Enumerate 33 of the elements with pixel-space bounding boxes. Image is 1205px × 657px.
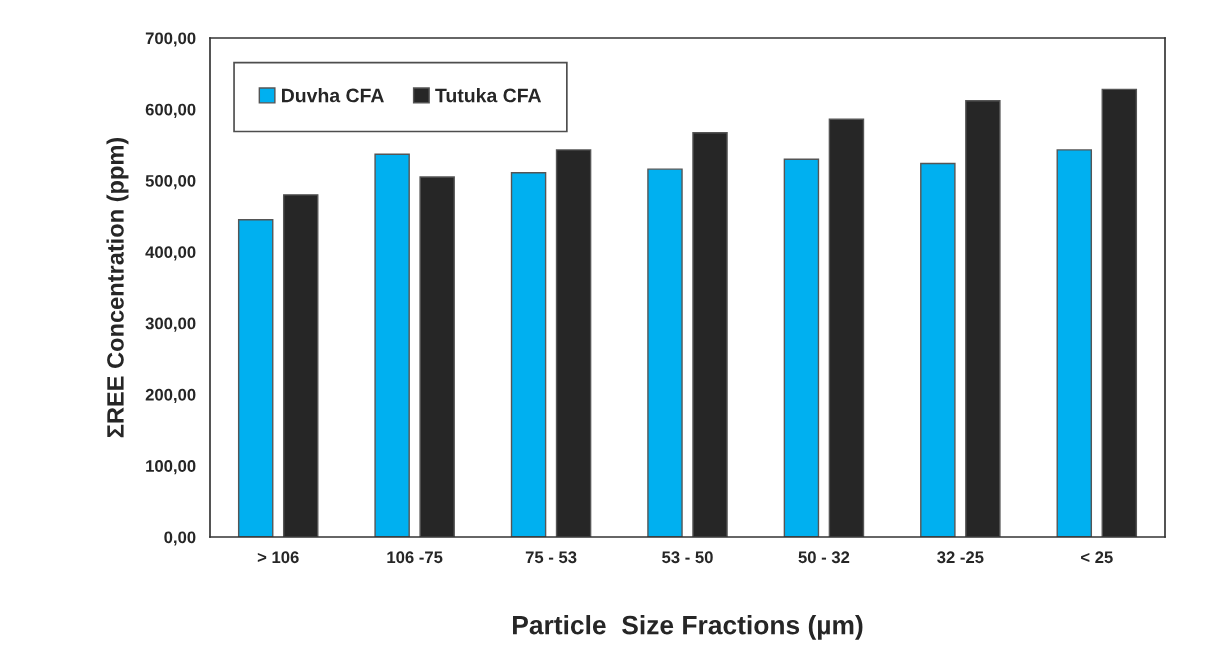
- bar: [828, 118, 865, 537]
- x-tick-label: 50 - 32: [798, 551, 850, 564]
- bar: [647, 168, 683, 537]
- bar: [692, 132, 728, 537]
- bar: [374, 153, 410, 537]
- bar: [555, 149, 592, 537]
- bar: [510, 172, 547, 537]
- bar: [920, 162, 956, 537]
- bar: [282, 194, 319, 537]
- y-axis-title: ΣREE Concentration (ppm): [106, 137, 129, 438]
- x-tick-label: 32 -25: [937, 551, 984, 564]
- bar: [419, 176, 455, 537]
- legend-label: Tutuka CFA: [435, 88, 542, 103]
- y-tick-label: 200,00: [145, 388, 196, 404]
- bar: [237, 219, 274, 537]
- legend-label: Duvha CFA: [282, 88, 384, 103]
- x-tick-label: 106 -75: [387, 551, 443, 564]
- x-tick-label: > 106: [257, 551, 299, 564]
- bar: [783, 158, 820, 537]
- y-tick-label: 0,00: [164, 531, 196, 546]
- x-tick-label: 53 - 50: [662, 551, 713, 564]
- x-axis-title: Particle Size Fractions (µm): [513, 615, 863, 640]
- bar: [965, 100, 1001, 537]
- x-tick-label: 75 - 53: [525, 551, 577, 564]
- bar: [1056, 149, 1093, 537]
- y-tick-label: 400,00: [145, 246, 196, 261]
- y-tick-label: 300,00: [145, 317, 196, 332]
- y-tick-label: 100,00: [146, 460, 196, 475]
- y-tick-label: 500,00: [145, 174, 196, 190]
- bar: [1101, 88, 1138, 537]
- y-tick-label: 700,00: [145, 32, 196, 47]
- y-tick-label: 600,00: [145, 103, 196, 118]
- x-tick-label: < 25: [1081, 551, 1113, 564]
